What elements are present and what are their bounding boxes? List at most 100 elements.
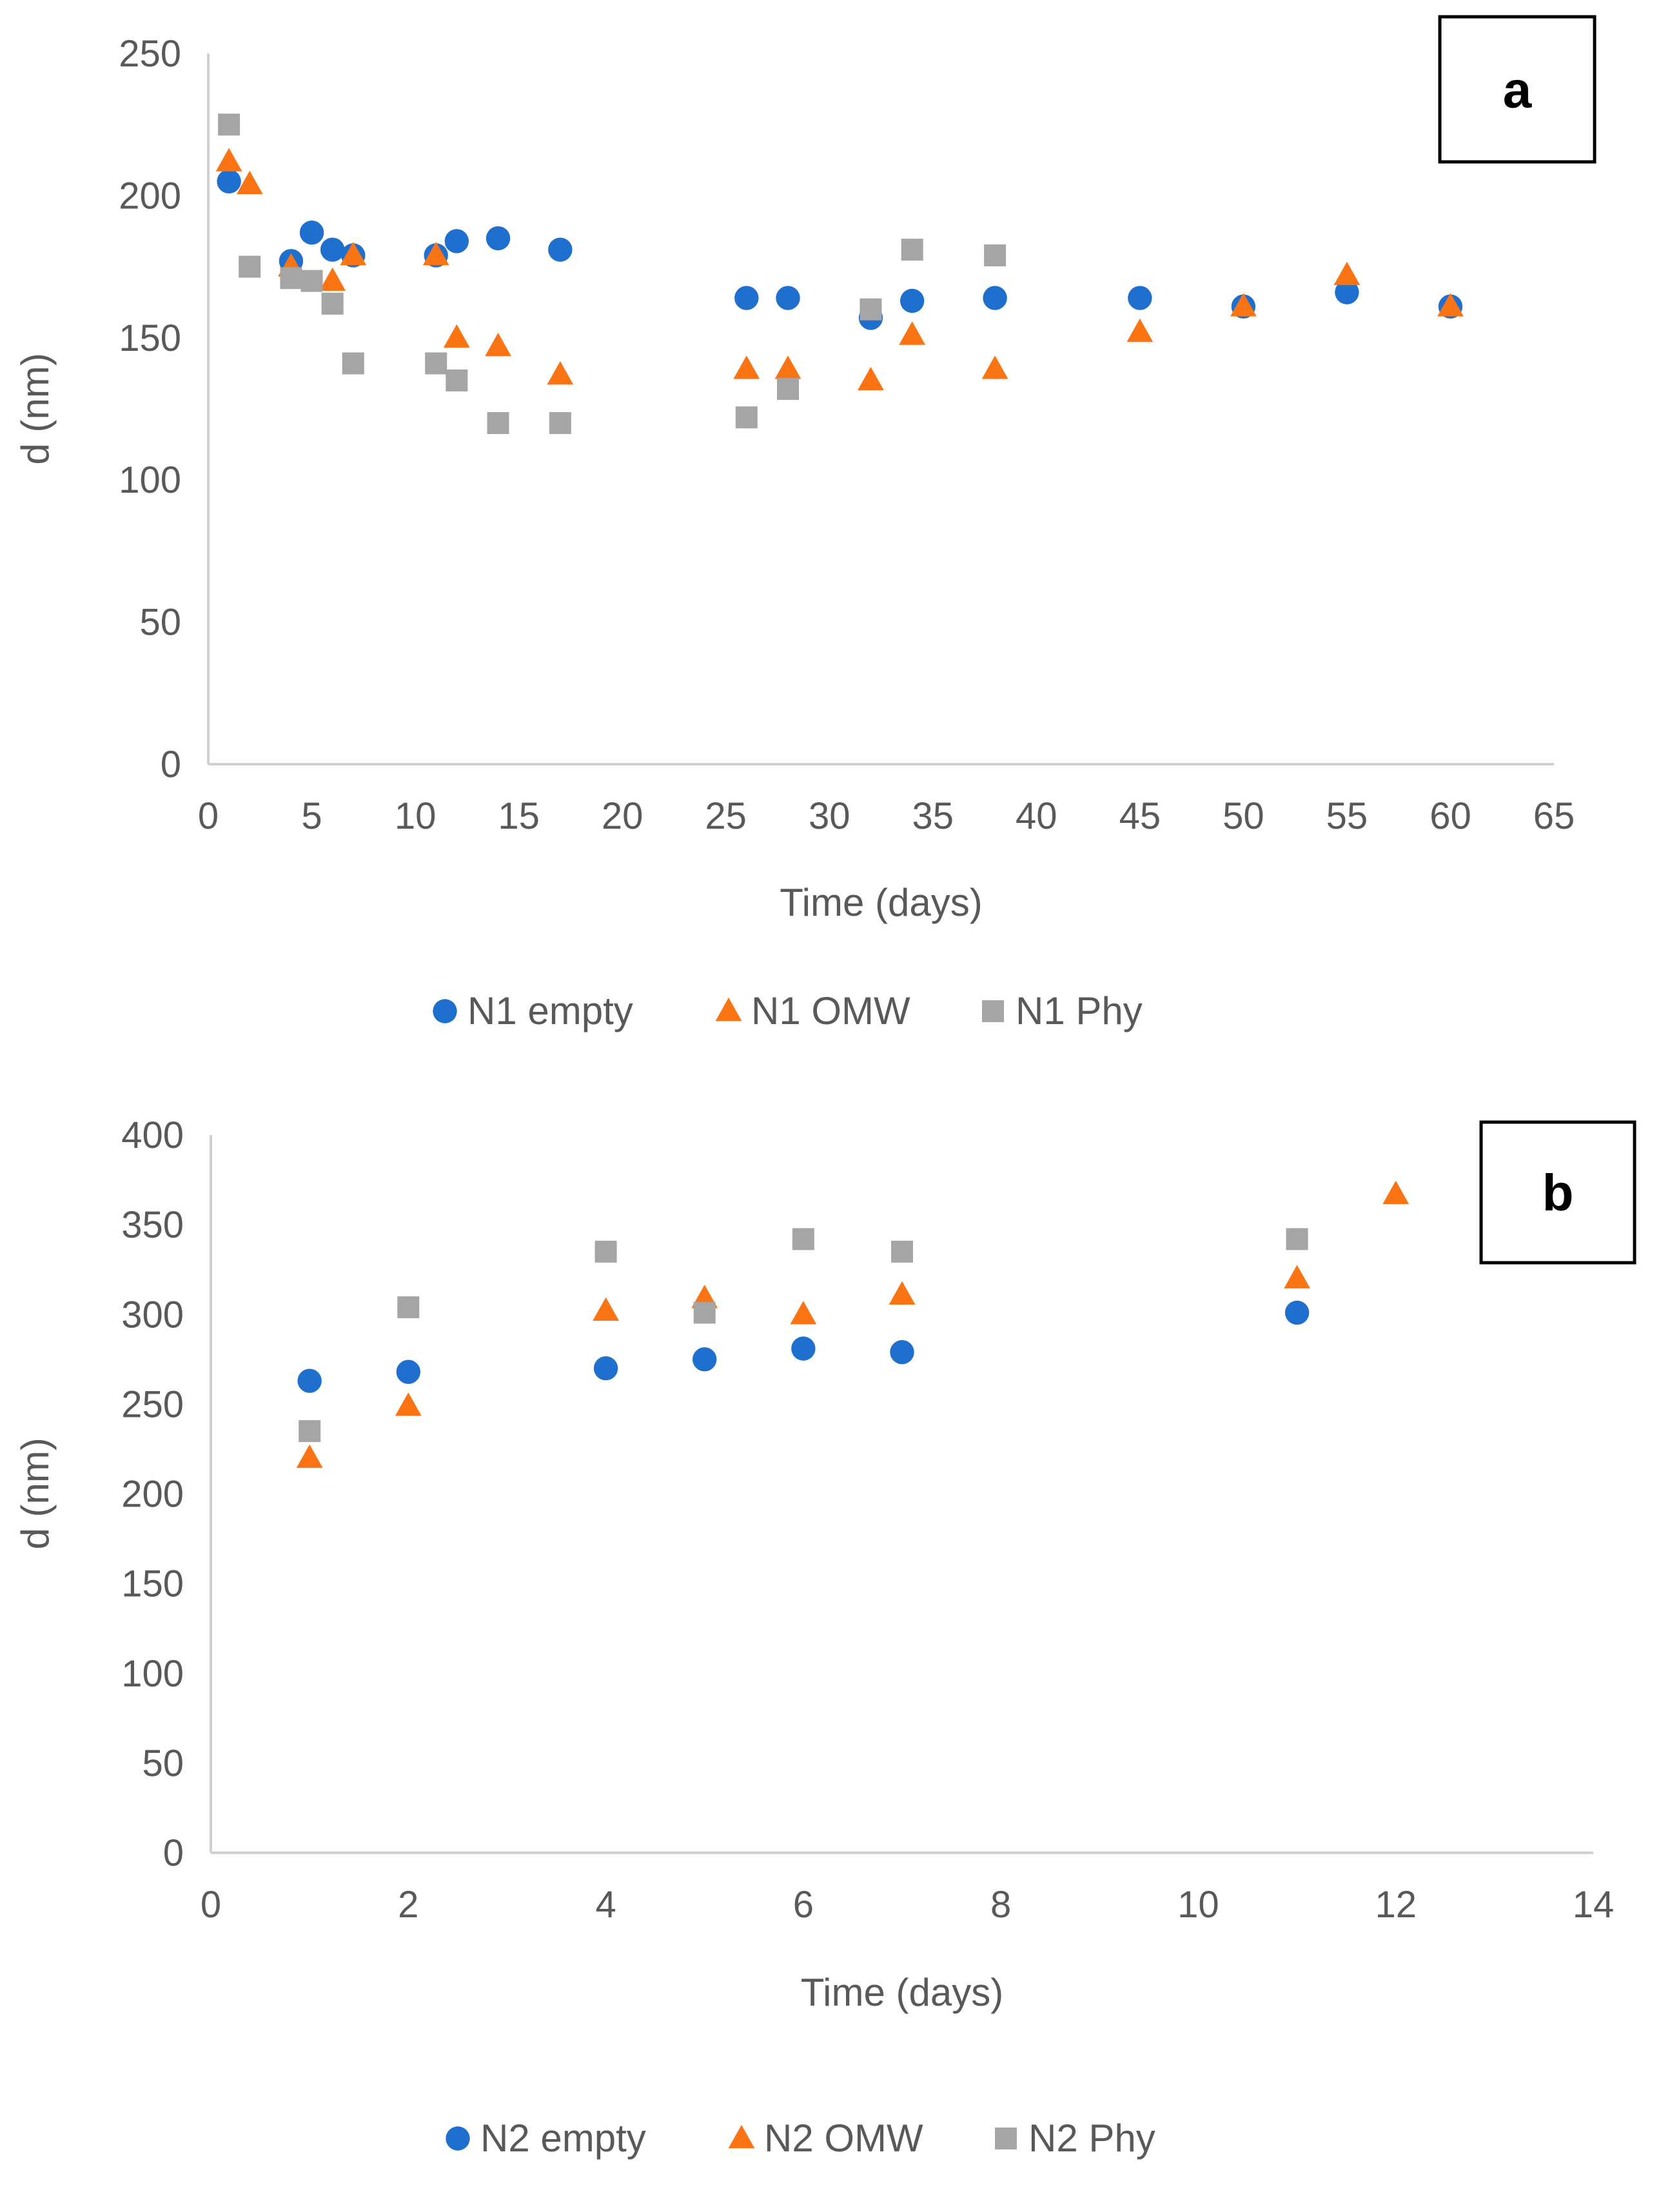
data-point — [1437, 293, 1464, 317]
x-tick-label: 10 — [1177, 1884, 1219, 1926]
y-axis-title: d (nm) — [14, 1437, 57, 1549]
data-point — [396, 1359, 420, 1384]
x-tick-label: 65 — [1533, 795, 1575, 837]
data-point — [239, 255, 261, 278]
x-tick-label: 6 — [793, 1884, 814, 1926]
y-tick-label: 100 — [121, 1653, 184, 1695]
data-point — [1286, 1228, 1308, 1250]
data-point — [319, 267, 346, 291]
data-point — [1128, 286, 1152, 310]
legend-label: N1 Phy — [1016, 989, 1143, 1032]
panel-label: b — [1542, 1164, 1574, 1221]
data-point — [774, 355, 801, 379]
x-tick-label: 5 — [301, 795, 322, 837]
data-point — [215, 148, 242, 172]
y-tick-label: 100 — [119, 459, 181, 501]
data-point — [236, 170, 263, 195]
data-point — [1382, 1180, 1410, 1205]
series-n1-phy — [218, 114, 1007, 435]
legend-marker — [728, 2124, 755, 2149]
data-point — [1284, 1300, 1310, 1325]
data-point — [595, 1240, 617, 1263]
legend-label: N1 OMW — [751, 989, 910, 1032]
y-tick-label: 250 — [121, 1383, 184, 1425]
legend-label: N2 Phy — [1028, 2117, 1155, 2160]
x-tick-label: 50 — [1223, 795, 1264, 837]
legend-marker — [433, 999, 457, 1023]
y-tick-label: 350 — [121, 1204, 184, 1246]
panel-label: a — [1503, 61, 1532, 119]
data-point — [297, 1368, 322, 1393]
x-tick-label: 0 — [198, 795, 219, 837]
y-axis-title: d (nm) — [14, 353, 57, 464]
y-tick-label: 250 — [119, 33, 181, 75]
data-point — [320, 237, 345, 262]
data-point — [487, 412, 509, 435]
x-tick-label: 20 — [602, 795, 644, 837]
data-point — [547, 361, 574, 385]
data-point — [734, 286, 759, 310]
data-point — [217, 169, 241, 194]
data-point — [984, 244, 1007, 266]
panel-label-box — [1438, 15, 1597, 164]
series-n2-empty — [297, 1300, 1310, 1393]
data-point — [889, 1281, 916, 1305]
data-point — [1335, 280, 1359, 304]
x-tick-label: 60 — [1430, 795, 1471, 837]
data-point — [299, 1420, 321, 1443]
x-tick-label: 30 — [809, 795, 850, 837]
data-point — [395, 1392, 422, 1416]
data-point — [443, 324, 470, 348]
x-axis-title: Time (days) — [780, 881, 982, 924]
data-point — [321, 292, 344, 315]
data-point — [792, 1228, 814, 1250]
legend-marker — [995, 2128, 1017, 2149]
data-point — [1126, 318, 1154, 342]
data-point — [280, 267, 302, 290]
data-point — [901, 239, 923, 261]
data-point — [397, 1296, 420, 1319]
data-point — [342, 352, 364, 375]
data-point — [549, 412, 571, 435]
data-point — [899, 288, 925, 313]
data-point — [777, 378, 800, 400]
x-tick-label: 12 — [1375, 1884, 1417, 1926]
data-point — [300, 270, 323, 292]
legend-marker — [446, 2126, 470, 2151]
data-point — [791, 1336, 816, 1361]
x-tick-label: 2 — [398, 1884, 418, 1926]
data-point — [981, 355, 1008, 379]
x-axis-title: Time (days) — [801, 1971, 1003, 2014]
data-point — [735, 406, 758, 429]
data-point — [548, 237, 573, 262]
data-point — [1284, 1265, 1310, 1289]
x-tick-label: 25 — [705, 795, 747, 837]
legend-marker — [982, 1000, 1004, 1022]
series-n2-phy — [299, 1228, 1308, 1443]
data-point — [485, 332, 511, 357]
data-point — [983, 286, 1007, 310]
data-point — [340, 241, 367, 266]
data-point — [693, 1301, 716, 1324]
data-point — [299, 221, 324, 245]
data-point — [790, 1301, 817, 1325]
data-point — [891, 1240, 913, 1263]
y-tick-label: 300 — [121, 1294, 184, 1336]
data-point — [899, 321, 926, 345]
y-tick-label: 200 — [121, 1474, 184, 1516]
legend-label: N1 empty — [467, 989, 633, 1032]
x-tick-label: 55 — [1326, 795, 1368, 837]
x-tick-label: 4 — [595, 1884, 616, 1926]
legend-label: N2 OMW — [764, 2117, 923, 2160]
x-tick-label: 35 — [912, 795, 954, 837]
panel-label-box — [1479, 1120, 1636, 1265]
y-tick-label: 200 — [119, 175, 181, 217]
chart-panel-a: 0 50 100 150 200 250 0 5 10 15 20 25 30 35 40 45 50 55 60 6… — [14, 15, 1597, 1032]
series-n2-omw — [296, 1180, 1410, 1468]
chart-panel-b: 0 50 100 150 200 250 300 350 400 0 2 4 6 8 10 12 14 Time … — [14, 1114, 1636, 2160]
x-tick-label: 10 — [395, 795, 437, 837]
x-tick-label: 14 — [1573, 1884, 1615, 1926]
data-point — [1230, 293, 1257, 317]
data-point — [860, 298, 882, 321]
